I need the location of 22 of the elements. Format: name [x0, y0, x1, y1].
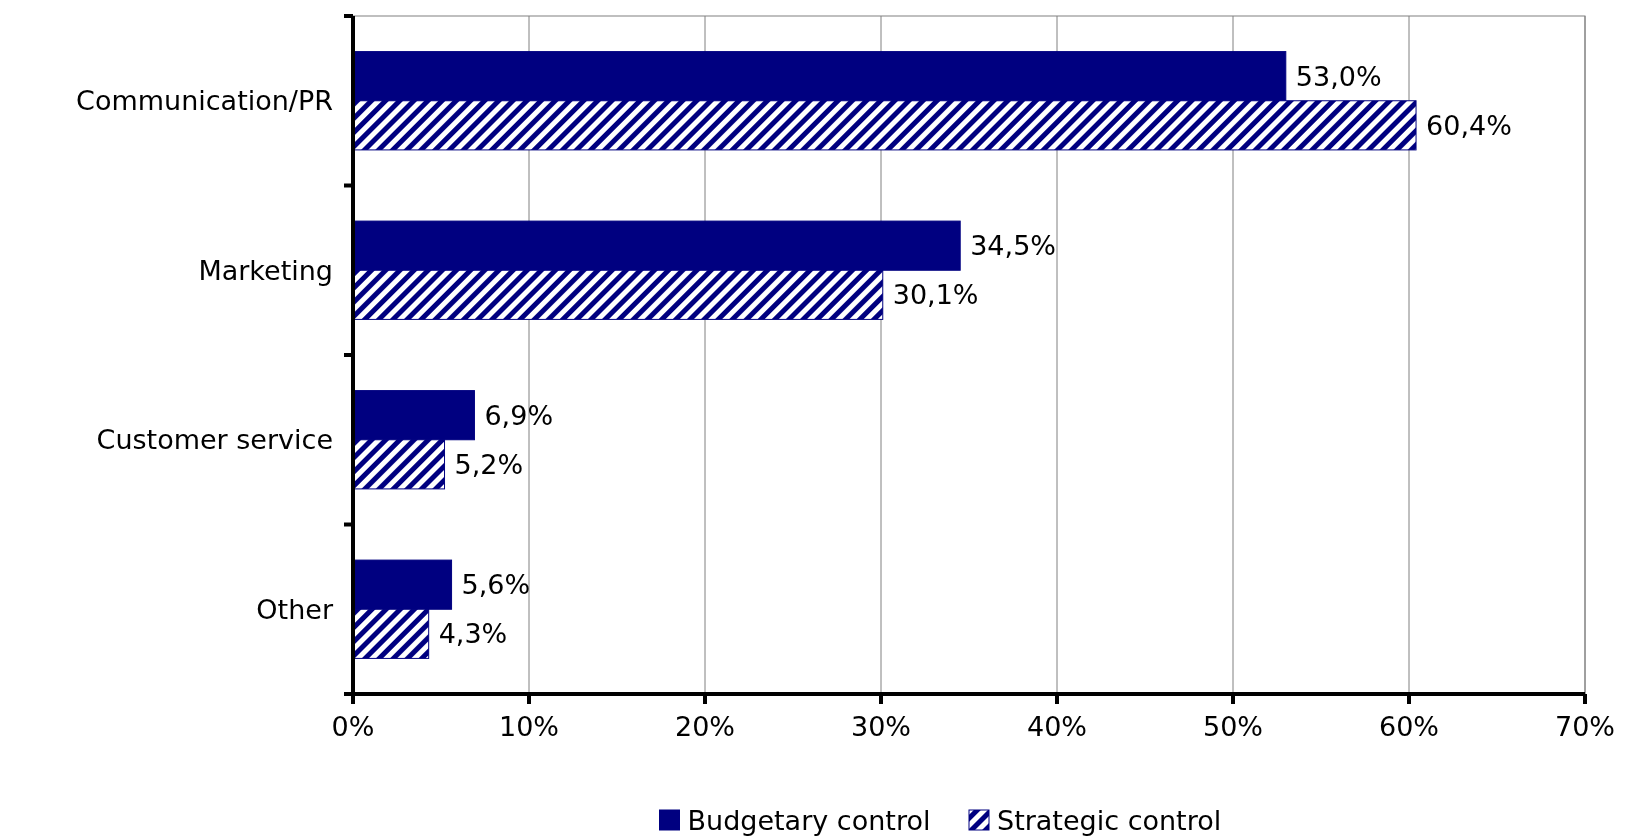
- y-tick-label: Other: [256, 593, 334, 625]
- x-tick-label: 60%: [1378, 711, 1440, 742]
- y-tick-label: Marketing: [198, 254, 333, 286]
- data-label: 6,9%: [484, 399, 554, 431]
- y-tick-label: Communication/PR: [76, 85, 333, 117]
- data-label: 34,5%: [970, 230, 1056, 262]
- data-label: 60,4%: [1426, 109, 1512, 141]
- x-tick-label: 70%: [1554, 711, 1616, 742]
- data-label: 5,6%: [461, 569, 531, 601]
- x-tick-label: 30%: [850, 711, 912, 742]
- x-tick-label: 40%: [1026, 711, 1088, 742]
- x-tick-label: 50%: [1202, 711, 1264, 742]
- legend-label: Strategic control: [997, 804, 1222, 836]
- data-label: 4,3%: [438, 618, 508, 650]
- x-tick-label: 0%: [331, 711, 375, 742]
- data-label: 5,2%: [454, 448, 524, 480]
- x-tick-label: 20%: [674, 711, 736, 742]
- x-tick-label: 10%: [498, 711, 560, 742]
- data-label: 53,0%: [1295, 60, 1382, 92]
- legend-label: Budgetary control: [687, 804, 931, 836]
- data-label: 30,1%: [892, 279, 979, 311]
- y-tick-label: Customer service: [96, 424, 333, 456]
